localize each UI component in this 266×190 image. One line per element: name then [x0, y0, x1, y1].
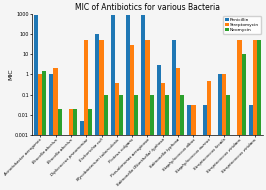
- Bar: [207, 81, 211, 190]
- Bar: [49, 74, 53, 190]
- Y-axis label: MIC: MIC: [9, 69, 14, 80]
- Bar: [134, 95, 138, 190]
- Bar: [180, 95, 184, 190]
- Bar: [233, 135, 237, 190]
- Bar: [103, 95, 108, 190]
- Bar: [111, 15, 115, 190]
- Bar: [149, 95, 154, 190]
- Bar: [211, 135, 215, 190]
- Bar: [157, 65, 161, 190]
- Bar: [218, 74, 222, 190]
- Bar: [53, 68, 58, 190]
- Bar: [119, 95, 123, 190]
- Bar: [130, 45, 134, 190]
- Bar: [80, 121, 84, 190]
- Bar: [222, 74, 226, 190]
- Legend: Penicillin, Streptomycin, Neomycin: Penicillin, Streptomycin, Neomycin: [223, 16, 261, 34]
- Bar: [73, 109, 77, 190]
- Bar: [253, 40, 257, 190]
- Bar: [196, 135, 200, 190]
- Bar: [84, 40, 88, 190]
- Bar: [69, 109, 73, 190]
- Bar: [172, 40, 176, 190]
- Bar: [126, 15, 130, 190]
- Bar: [95, 34, 99, 190]
- Bar: [42, 71, 46, 190]
- Bar: [249, 105, 253, 190]
- Bar: [38, 74, 42, 190]
- Bar: [226, 95, 230, 190]
- Bar: [88, 109, 92, 190]
- Bar: [176, 68, 180, 190]
- Bar: [237, 40, 242, 190]
- Bar: [58, 109, 62, 190]
- Bar: [165, 95, 169, 190]
- Bar: [187, 105, 192, 190]
- Bar: [99, 40, 103, 190]
- Bar: [192, 105, 196, 190]
- Bar: [141, 15, 146, 190]
- Bar: [115, 82, 119, 190]
- Bar: [146, 40, 149, 190]
- Bar: [161, 82, 165, 190]
- Title: MIC of Antibiotics for various Bacteria: MIC of Antibiotics for various Bacteria: [75, 3, 220, 12]
- Bar: [203, 105, 207, 190]
- Bar: [242, 54, 246, 190]
- Bar: [257, 40, 261, 190]
- Bar: [65, 135, 69, 190]
- Bar: [34, 15, 38, 190]
